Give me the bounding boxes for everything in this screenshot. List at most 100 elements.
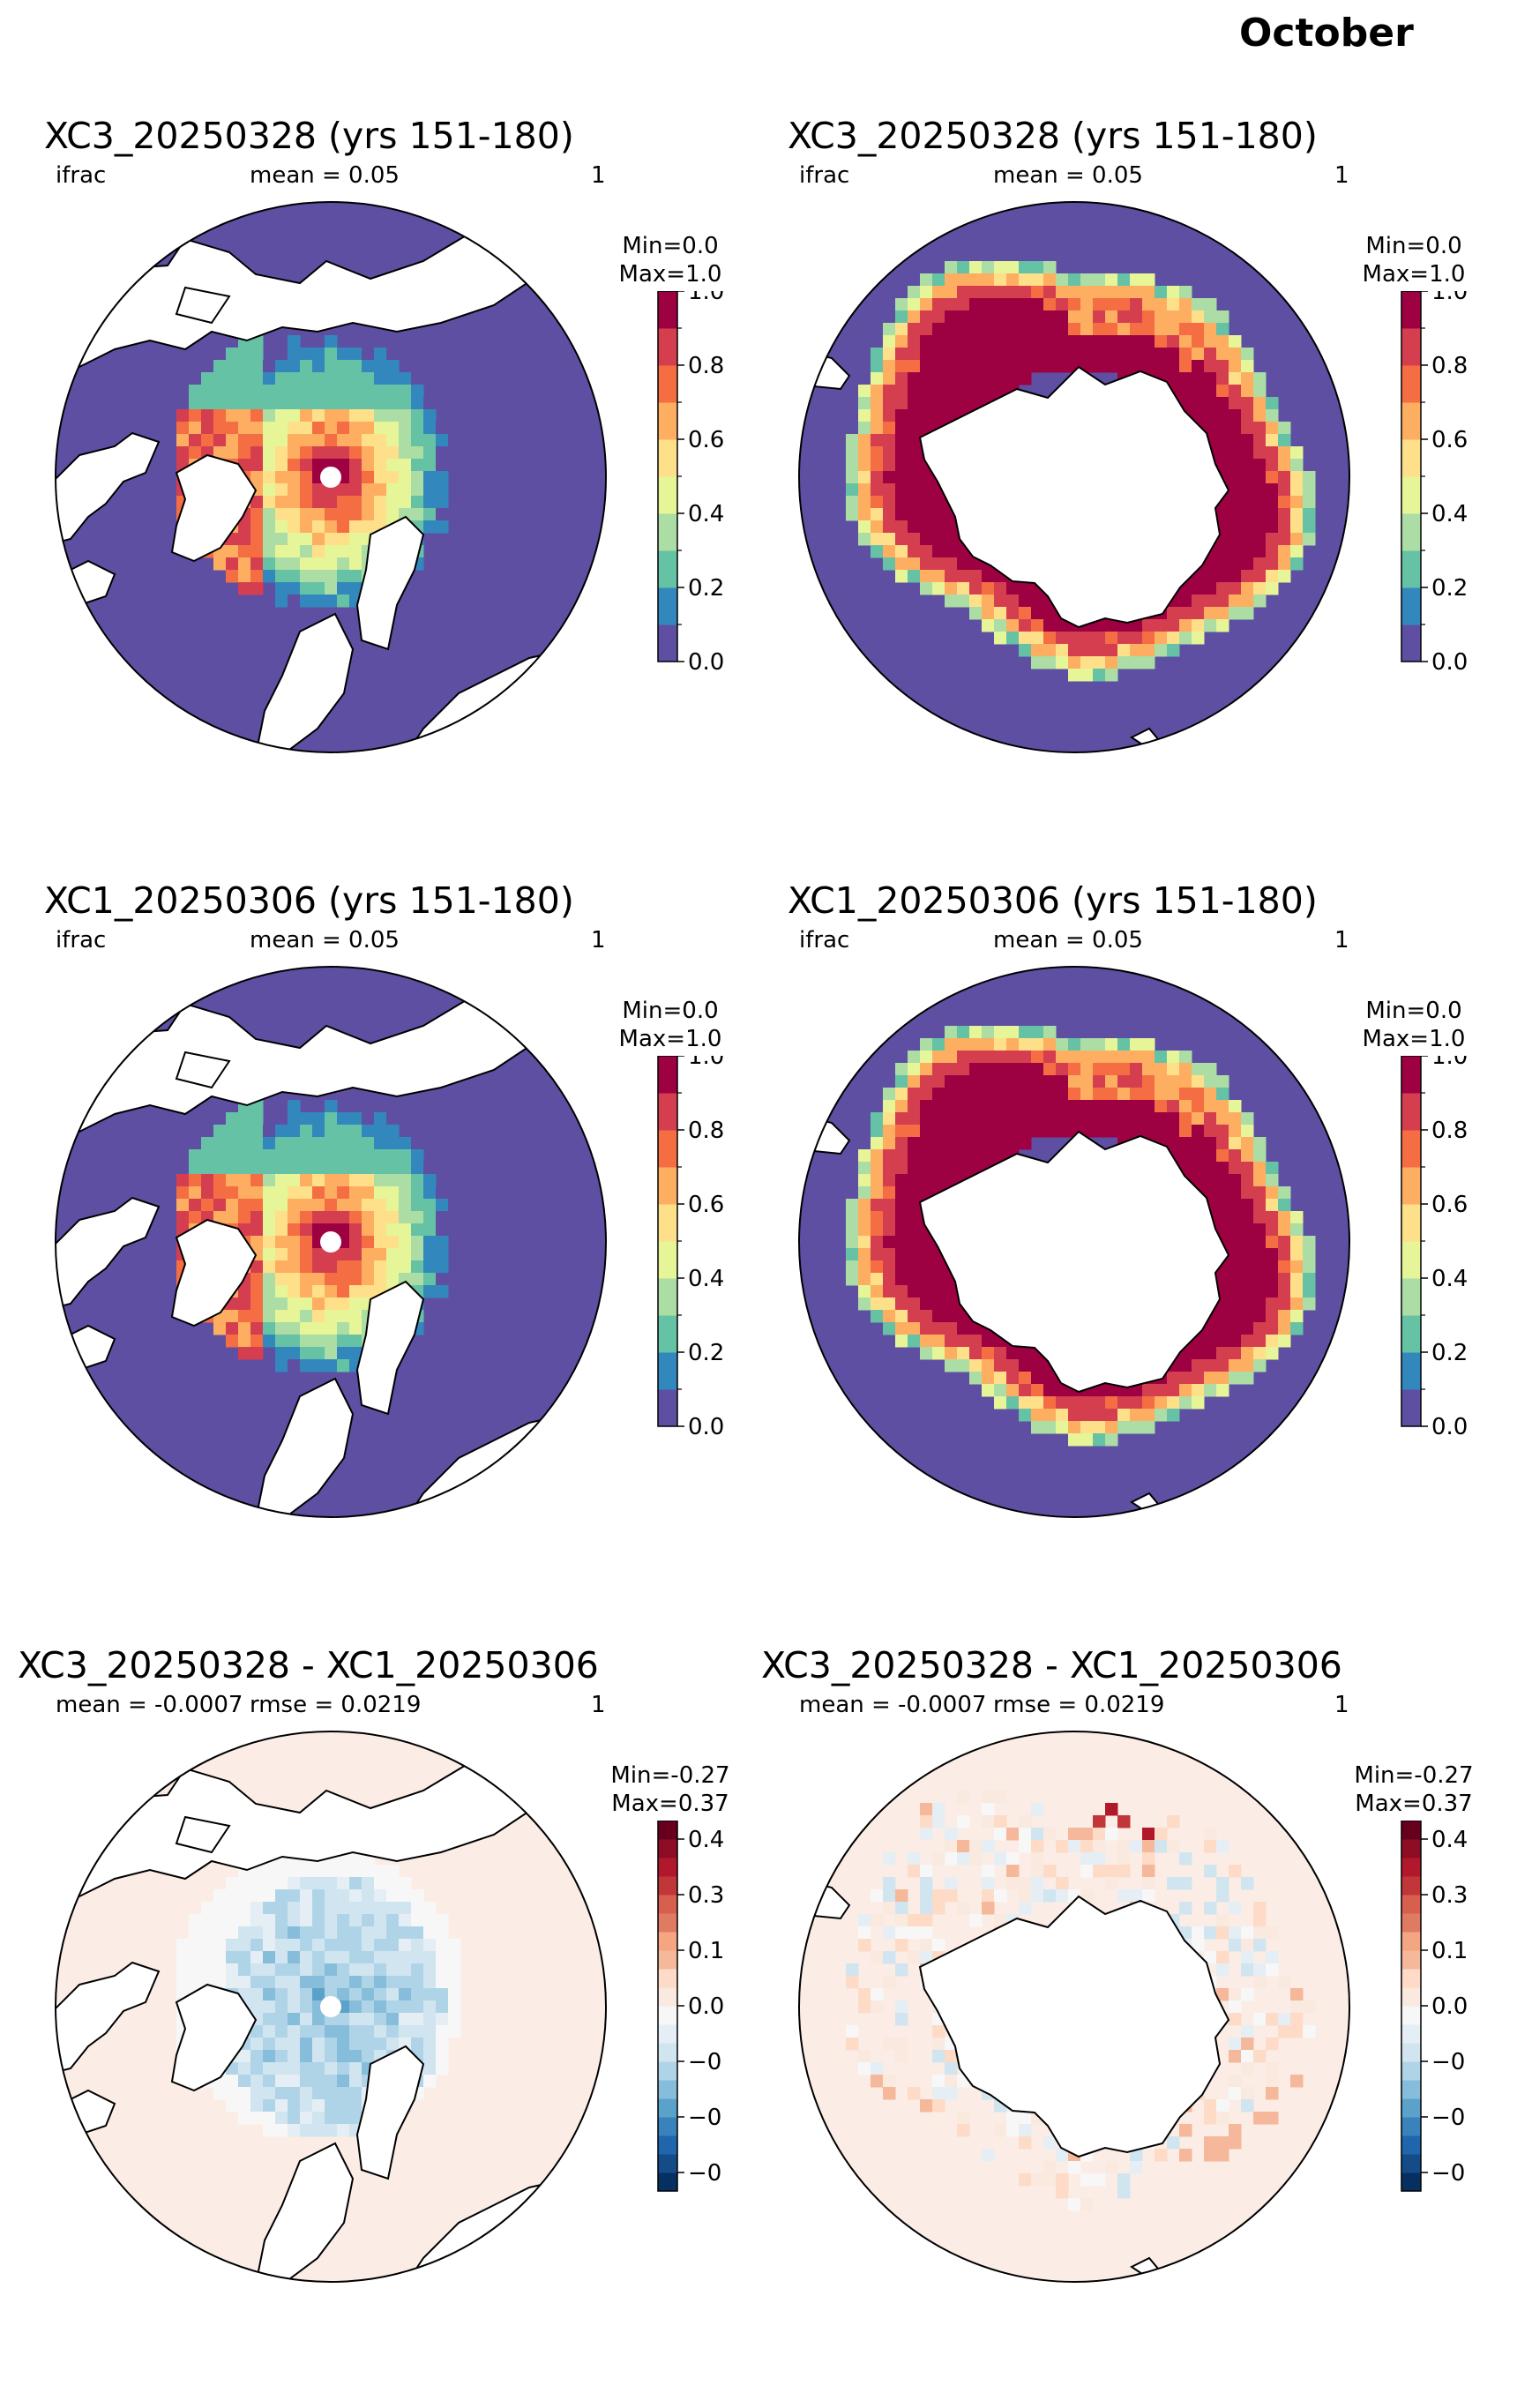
ice-cell (374, 459, 387, 472)
ice-cell (263, 1963, 276, 1977)
ice-cell (423, 2062, 437, 2075)
ice-cell (957, 1852, 970, 1866)
ice-cell (871, 1889, 884, 1903)
ice-cell (871, 1149, 884, 1163)
colorbar-tick-label: 0.2 (688, 1340, 723, 1366)
ice-cell (969, 1075, 983, 1088)
ice-cell (1253, 1939, 1267, 1952)
ice-cell (1278, 483, 1291, 497)
ice-cell (213, 446, 227, 460)
ice-cell (226, 1889, 239, 1903)
ice-cell (994, 1125, 1007, 1138)
ice-cell (1216, 434, 1229, 447)
ice-cell (1303, 471, 1316, 484)
ice-cell (1241, 459, 1254, 472)
ice-cell (300, 360, 313, 373)
ice-cell (1216, 459, 1229, 472)
ice-cell (1080, 669, 1094, 682)
ice-cell (312, 557, 325, 571)
ice-cell (1216, 335, 1229, 348)
ice-cell (846, 1273, 859, 1286)
ice-cell (1216, 397, 1229, 410)
ice-cell (250, 1260, 264, 1274)
ice-cell (1117, 1409, 1131, 1422)
ice-cell (250, 1112, 264, 1125)
ice-cell (1290, 508, 1304, 521)
ice-cell (288, 1149, 301, 1163)
ice-cell (1142, 1889, 1155, 1903)
ice-cell (871, 1236, 884, 1249)
ice-cell (1105, 1100, 1118, 1113)
ice-cell (399, 1199, 412, 1212)
ice-cell (883, 348, 896, 361)
ice-cell (883, 1248, 896, 1261)
ice-cell (1303, 483, 1316, 497)
ice-cell (362, 360, 375, 373)
ice-cell (1229, 1149, 1242, 1163)
ice-cell (957, 570, 970, 583)
ice-cell (932, 2038, 945, 2051)
ice-cell (895, 483, 908, 497)
ice-cell (1179, 348, 1192, 361)
ice-cell (300, 1236, 313, 1249)
ice-cell (374, 496, 387, 509)
ice-cell (411, 508, 424, 521)
ice-cell (883, 520, 896, 534)
ice-cell (288, 1285, 301, 1298)
ice-cell (982, 1100, 995, 1113)
ice-cell (325, 385, 338, 398)
ice-cell (1290, 1273, 1304, 1286)
ice-cell (213, 1322, 227, 1335)
ice-cell (436, 459, 449, 472)
ice-cell (1105, 1063, 1118, 1076)
ice-cell (337, 1889, 350, 1903)
ice-cell (399, 2013, 412, 2026)
ice-cell (994, 1372, 1007, 1385)
ice-cell (920, 372, 933, 385)
ice-cell (1043, 360, 1057, 373)
ice-cell (895, 570, 908, 583)
ice-cell (932, 397, 945, 410)
ice-cell (300, 372, 313, 385)
ice-cell (312, 1865, 325, 1878)
ice-cell (1006, 619, 1020, 632)
ice-cell (436, 1248, 449, 1261)
ice-cell (908, 1174, 921, 1187)
ice-cell (1241, 2087, 1254, 2100)
ice-cell (1290, 2025, 1304, 2038)
arctic-map (55, 966, 607, 1518)
ice-cell (969, 1162, 983, 1175)
ice-cell (957, 2124, 970, 2137)
ice-cell (982, 385, 995, 398)
ice-cell (1192, 1100, 1205, 1113)
ice-cell (932, 1162, 945, 1175)
ice-cell (300, 1248, 313, 1261)
ice-cell (1056, 1889, 1069, 1903)
ice-cell (288, 1125, 301, 1138)
ice-cell (1019, 1396, 1032, 1410)
ice-cell (969, 261, 983, 274)
ice-cell (1142, 298, 1155, 311)
ice-cell (226, 1939, 239, 1952)
colorbar-swatch (1401, 1167, 1421, 1205)
ice-cell (920, 1865, 933, 1878)
ice-cell (213, 1951, 227, 1964)
ice-cell (982, 360, 995, 373)
ice-cell (945, 1149, 958, 1163)
ice-cell (1080, 1396, 1094, 1410)
ice-cell (871, 2062, 884, 2075)
ice-cell (325, 1112, 338, 1125)
ice-cell (932, 409, 945, 423)
ice-cell (1204, 385, 1217, 398)
ice-cell (1290, 1223, 1304, 1237)
ice-cell (1142, 644, 1155, 657)
ice-cell (883, 409, 896, 423)
ice-cell (1080, 1075, 1094, 1088)
ice-cell (213, 1186, 227, 1200)
ice-cell (1155, 1125, 1168, 1138)
ice-cell (300, 2062, 313, 2075)
ice-cell (275, 1865, 288, 1878)
ice-cell (337, 2038, 350, 2051)
ice-cell (275, 1988, 288, 2001)
max-label: Max=0.37 (1355, 1791, 1473, 1817)
